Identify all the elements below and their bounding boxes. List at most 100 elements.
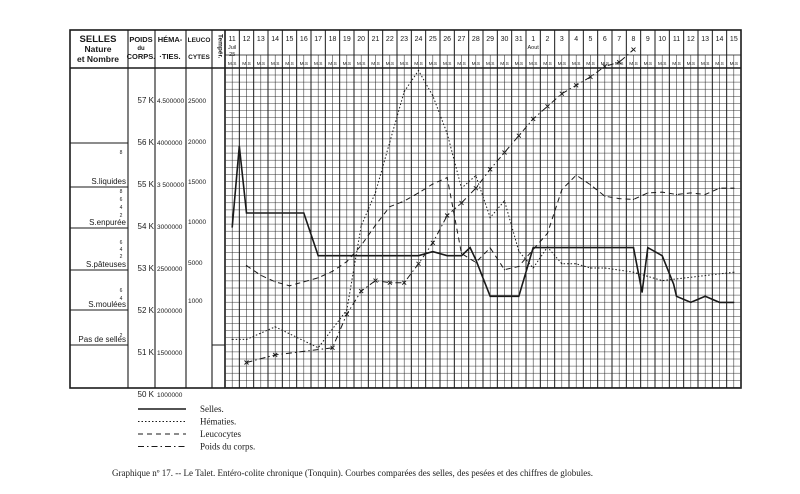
data-point [331, 255, 334, 257]
ms-label: M.S [429, 61, 438, 67]
data-point [317, 255, 319, 257]
selles-count-tick: 6 [120, 240, 123, 246]
data-point [260, 212, 262, 214]
data-point [546, 232, 549, 234]
data-point [346, 309, 348, 311]
data-point [733, 301, 735, 303]
ms-label: M.S [443, 61, 452, 67]
data-point [532, 267, 534, 269]
data-point [489, 217, 491, 219]
poids-header: du [137, 46, 145, 52]
selles-category: Pas de selles [78, 335, 126, 344]
selles-category: S.enpurée [89, 218, 126, 227]
data-point [274, 326, 276, 328]
data-point [460, 255, 463, 257]
data-point [446, 255, 448, 257]
hematies-tick: 4000000 [157, 140, 183, 147]
poids-tick: 50 K [138, 390, 155, 399]
poids-header: POIDS [129, 35, 152, 44]
weight-marker [559, 91, 565, 97]
data-point [245, 212, 248, 214]
data-point [661, 255, 663, 257]
data-point [245, 338, 248, 340]
selles-count-tick: 4 [120, 205, 123, 211]
hematies-header: HÉMA- [158, 35, 183, 44]
hematies-tick: 2000000 [157, 308, 183, 315]
data-point [317, 277, 319, 279]
weight-marker [444, 213, 450, 218]
data-point [532, 248, 534, 251]
ms-label: M.S [357, 61, 366, 67]
date-label: 25 [429, 36, 437, 43]
data-point [446, 176, 448, 179]
weight-marker [487, 166, 493, 172]
date-label: 27 [458, 36, 466, 43]
data-point [475, 261, 477, 264]
data-point [632, 271, 635, 273]
selles-header: Nature [85, 44, 112, 54]
data-point [561, 189, 563, 191]
data-point [432, 183, 434, 185]
ms-label: M.S [586, 61, 595, 67]
leucocytes-header: CYTES [188, 54, 210, 61]
figure-caption: Graphique nº 17. -- Le Talet. Entéro-col… [112, 468, 593, 478]
data-point [561, 263, 563, 265]
data-point [733, 271, 735, 273]
data-point [561, 246, 563, 249]
data-point [374, 255, 377, 257]
selles-count-tick: 2 [120, 254, 123, 260]
weight-marker [545, 103, 550, 109]
data-point [446, 133, 448, 135]
data-point [303, 212, 305, 214]
selles-count-tick: 6 [120, 197, 123, 203]
data-point [389, 206, 391, 208]
data-point [604, 267, 606, 269]
weight-marker [401, 280, 407, 286]
axis-scales: S.liquides S.enpurée S.pâteuses S.moulées Pa… [78, 96, 206, 399]
date-label: 3 [560, 36, 564, 43]
date-label: 17 [314, 36, 322, 43]
legend-label: Hématies. [200, 417, 236, 427]
data-point [518, 295, 520, 297]
data-point [632, 246, 635, 249]
data-point [489, 295, 491, 297]
data-point [518, 250, 520, 252]
date-label: 5 [589, 36, 593, 43]
hematies-header: ·TIES. [159, 52, 180, 61]
date-label: 11 [673, 36, 680, 43]
weight-marker [516, 133, 522, 139]
data-point [718, 301, 721, 303]
data-point [675, 193, 678, 196]
data-point [417, 192, 420, 194]
selles-header: SELLES [80, 34, 117, 45]
hematies-tick: 2500000 [157, 266, 183, 273]
data-point [274, 281, 276, 283]
data-point [546, 246, 549, 248]
leucocytes-tick: 15000 [188, 179, 206, 186]
data-point [417, 255, 420, 257]
ms-label: M.S [687, 61, 696, 67]
poids-tick: 56 K [138, 138, 155, 147]
month-juil: Juil [228, 45, 236, 51]
ms-label: M.S [730, 61, 739, 67]
data-point [575, 263, 577, 265]
data-point [331, 270, 334, 272]
hematies-tick: 1000000 [157, 392, 183, 399]
selles-category: S.pâteuses [86, 260, 126, 269]
date-label: 30 [501, 36, 509, 43]
ms-label: M.S [228, 61, 237, 67]
ms-label: M.S [343, 61, 352, 67]
weight-marker [602, 64, 608, 69]
data-point [503, 269, 506, 271]
data-point [589, 184, 592, 186]
series-line [231, 146, 734, 304]
ms-label: M.S [558, 61, 567, 67]
ms-label: M.S [271, 61, 280, 67]
ms-label: M.S [371, 61, 380, 67]
poids-tick: 57 K [138, 96, 155, 105]
data-point [360, 225, 362, 227]
date-label: 9 [646, 36, 650, 43]
selles-count-tick: 8 [120, 150, 123, 156]
temperature-header: Tempér. [217, 34, 224, 59]
data-point [403, 255, 405, 257]
